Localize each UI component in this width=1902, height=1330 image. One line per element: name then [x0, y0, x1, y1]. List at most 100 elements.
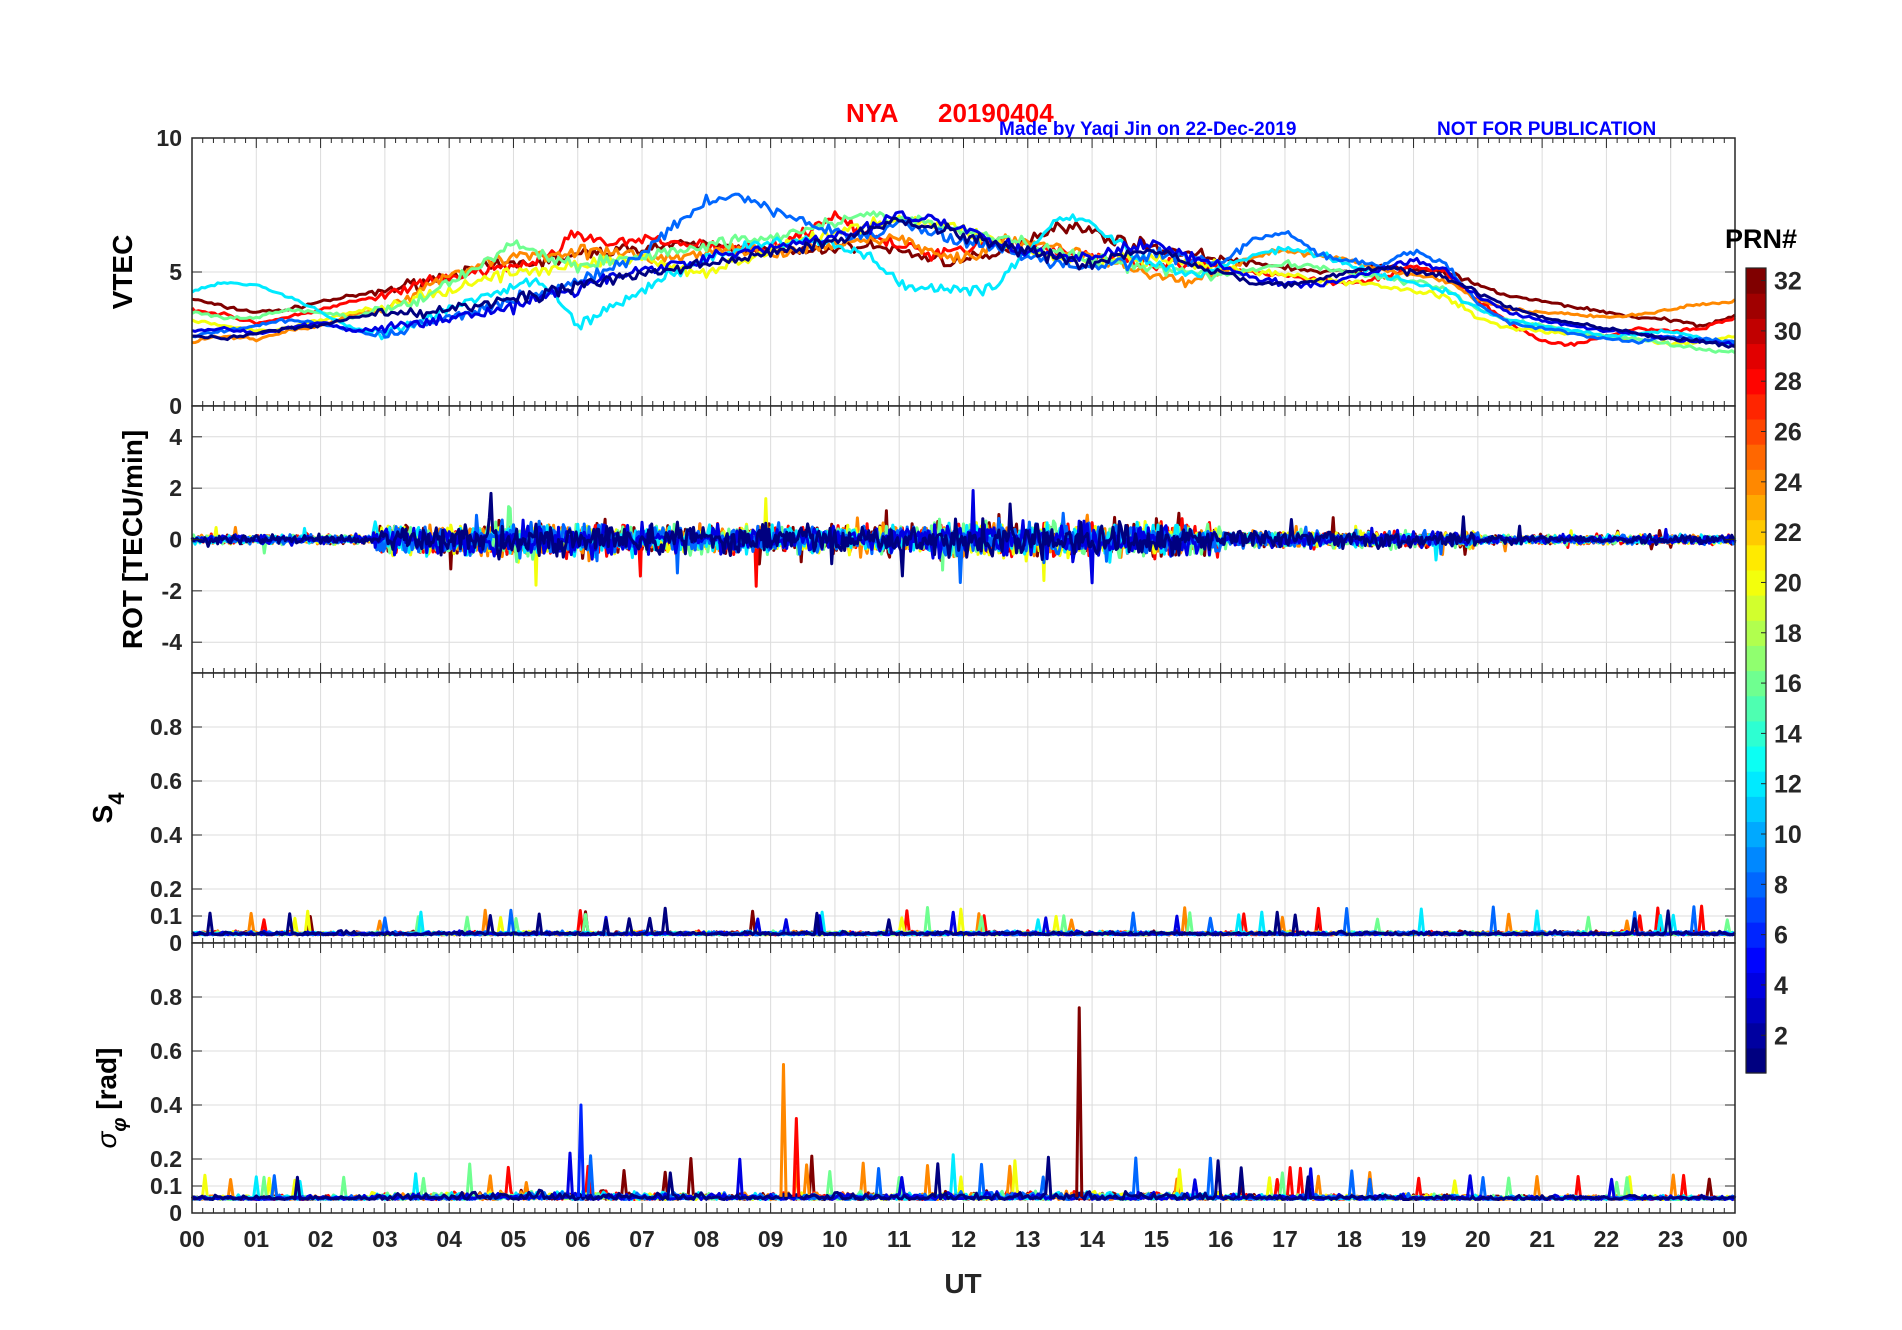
x-tick-label: 03	[372, 1226, 398, 1252]
colorbar-segment	[1746, 997, 1766, 1024]
y-axis-label-main: S	[87, 805, 118, 824]
y-axis-label-sub: φ	[109, 1118, 131, 1132]
x-tick-label: 11	[887, 1226, 912, 1252]
colorbar-segment	[1746, 1022, 1766, 1049]
colorbar-tick-label: 32	[1774, 268, 1802, 296]
series-line-prn-24	[191, 233, 1736, 345]
x-tick-label: 21	[1529, 1226, 1555, 1252]
colorbar-tick-label: 24	[1774, 469, 1802, 497]
colorbar-tick-label: 30	[1774, 318, 1802, 346]
y-tick-label: -4	[162, 629, 183, 655]
x-tick-label: 05	[501, 1226, 527, 1252]
x-ticks	[191, 406, 1736, 673]
colorbar-segment	[1746, 268, 1766, 294]
panel-s4: 00.10.2 0.4 0.6 0.8 S4	[87, 672, 1736, 956]
x-tick-label: 23	[1658, 1226, 1684, 1252]
x-tick-label: 07	[629, 1226, 655, 1252]
y-tick-label: 0.4	[150, 1092, 182, 1118]
y-tick-label: 0.2	[150, 1146, 182, 1172]
x-tick-label: 18	[1336, 1226, 1362, 1252]
x-tick-label: 19	[1401, 1226, 1427, 1252]
x-tick-label: 13	[1015, 1226, 1041, 1252]
colorbar-segment	[1746, 645, 1766, 672]
grid	[191, 673, 1736, 944]
x-tick-label: 01	[243, 1226, 269, 1252]
y-axis-label: S4	[87, 792, 129, 824]
x-tick-label: 10	[822, 1226, 848, 1252]
colorbar-segment	[1746, 544, 1766, 571]
colorbar-tick-label: 16	[1774, 670, 1802, 698]
colorbar-frame	[1745, 267, 1767, 1074]
y-tick-label: 0	[169, 930, 182, 956]
y-axis-label: σφ [rad]	[91, 1048, 131, 1149]
series-line-prn-4	[191, 210, 1736, 347]
colorbar-tick-label: 28	[1774, 368, 1802, 396]
y-tick-label: 10	[156, 125, 182, 151]
series-line-prn-12	[191, 213, 1736, 345]
colorbar-tick-label: 4	[1774, 972, 1788, 1000]
colorbar-segment	[1746, 469, 1766, 496]
colorbar-segment	[1746, 720, 1766, 747]
colorbar-segment	[1746, 670, 1766, 697]
y-tick-label: 4	[169, 424, 182, 450]
y-tick-label: 0	[169, 1200, 182, 1226]
y-tick-label: 2	[169, 475, 182, 501]
colorbar-segment	[1746, 444, 1766, 470]
colorbar-tick-label: 14	[1774, 720, 1802, 748]
x-tick-label: 22	[1594, 1226, 1620, 1252]
series-line-prn-1	[190, 491, 1736, 578]
colorbar-segment	[1746, 569, 1766, 596]
x-tick-label: 00	[179, 1226, 205, 1252]
y-axis-label: VTEC	[107, 235, 138, 310]
series-line-prn-1	[191, 216, 1736, 349]
y-tick-label: 0.6	[150, 1038, 182, 1064]
series-group	[190, 192, 1736, 355]
colorbar-tick-label: 8	[1774, 871, 1788, 899]
x-ticks	[191, 943, 1736, 1213]
x-tick-label: 09	[758, 1226, 784, 1252]
panel-rot: -4 -2 0 2 4 ROT [TECU/min]	[117, 405, 1737, 674]
colorbar-segment	[1746, 519, 1766, 546]
y-axis-label: ROT [TECU/min]	[117, 430, 148, 649]
colorbar-segment	[1746, 343, 1766, 370]
x-tick-label: 14	[1079, 1226, 1105, 1252]
x-tick-label: 16	[1208, 1226, 1234, 1252]
colorbar-segment	[1746, 922, 1766, 948]
title-station: NYA	[846, 98, 899, 128]
colorbar-segment	[1746, 595, 1766, 621]
x-axis-label: UT	[944, 1268, 981, 1299]
series-group	[190, 489, 1737, 588]
colorbar-segment	[1746, 771, 1766, 797]
x-tick-label: 02	[308, 1226, 334, 1252]
colorbar-segment	[1746, 620, 1766, 646]
series-line-prn-1	[190, 1155, 1736, 1201]
x-tick-label: 17	[1272, 1226, 1298, 1252]
colorbar-segment	[1746, 972, 1766, 999]
y-tick-label: 0	[169, 393, 182, 419]
colorbar-tick-label: 10	[1774, 821, 1802, 849]
colorbar-segment	[1746, 1047, 1766, 1074]
colorbar-segment	[1746, 695, 1766, 722]
colorbar-title: PRN#	[1725, 224, 1797, 254]
x-ticks	[191, 673, 1736, 943]
y-tick-label: 0.1	[150, 903, 182, 929]
spike-prn-6	[576, 1103, 586, 1197]
colorbar-segment	[1746, 896, 1766, 923]
colorbar-segment	[1746, 871, 1766, 898]
x-axis: 00 01 02 03 04 05 06 07 08 09 10 11 12 13 14 15 16 17 18 19…	[179, 1226, 1748, 1252]
y-tick-label: 0.6	[150, 768, 182, 794]
colorbar-segment	[1746, 846, 1766, 873]
colorbar-segment	[1746, 368, 1766, 395]
y-tick-label: 0.8	[150, 984, 182, 1010]
series-group	[190, 1006, 1737, 1201]
x-tick-label: 12	[951, 1226, 977, 1252]
colorbar-tick-label: 20	[1774, 569, 1802, 597]
notice-text: NOT FOR PUBLICATION	[1437, 119, 1656, 140]
y-tick-label: 0.2	[150, 876, 182, 902]
spike-prn-28	[792, 1117, 801, 1197]
colorbar-tick-label: 26	[1774, 419, 1802, 447]
colorbar-tick-label: 12	[1774, 771, 1802, 799]
